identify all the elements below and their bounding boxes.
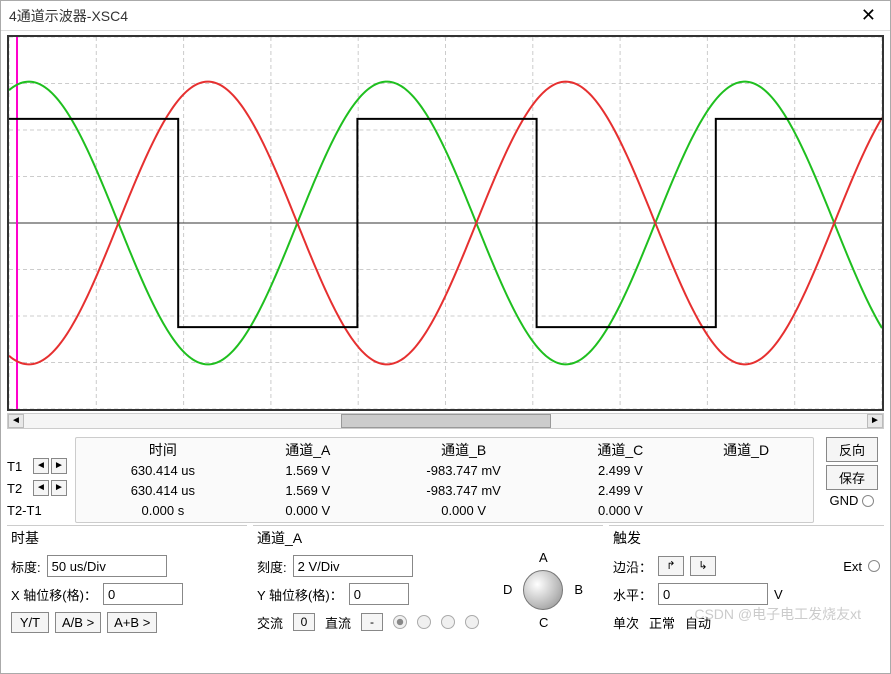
- cursor-labels: T1 ◄ ► T2 ◄ ► T2-T1: [7, 437, 69, 523]
- trigger-level-input[interactable]: [658, 583, 768, 605]
- dial-label-d: D: [503, 582, 512, 597]
- control-panels: 时基 标度: X 轴位移(格)： Y/T A/B > A+B > 通道_A 刻度…: [1, 525, 890, 673]
- readout-table: 时间 通道_A 通道_B 通道_C 通道_D 630.414 us 1.569 …: [75, 437, 814, 523]
- t1-right-button[interactable]: ►: [51, 458, 67, 474]
- table-row: 0.000 s 0.000 V 0.000 V 0.000 V: [80, 500, 809, 520]
- scope-area: [1, 31, 890, 411]
- gnd-radio[interactable]: [862, 495, 874, 507]
- trigger-normal-label[interactable]: 正常: [649, 613, 675, 632]
- cursor-diff-label: T2-T1: [7, 503, 49, 518]
- scope-display[interactable]: [7, 35, 884, 411]
- horizontal-scrollbar[interactable]: ◄ ►: [7, 413, 884, 429]
- timebase-title: 时基: [11, 528, 243, 548]
- channel-title: 通道_A: [257, 528, 599, 548]
- t2-left-button[interactable]: ◄: [33, 480, 49, 496]
- close-icon[interactable]: ✕: [855, 5, 882, 26]
- dc-label: 直流: [325, 613, 351, 632]
- mode-apb-button[interactable]: A+B >: [107, 612, 157, 633]
- table-row: 630.414 us 1.569 V -983.747 mV 2.499 V: [80, 480, 809, 500]
- mode-yt-button[interactable]: Y/T: [11, 612, 49, 633]
- channel-scale-input[interactable]: [293, 555, 413, 577]
- ac-label: 交流: [257, 613, 283, 632]
- cursor-t1-label: T1: [7, 459, 31, 474]
- x-offset-label: X 轴位移(格)：: [11, 585, 97, 604]
- coupling-radio-1[interactable]: [393, 615, 407, 629]
- trigger-single-label[interactable]: 单次: [613, 613, 639, 632]
- channel-scale-label: 刻度:: [257, 557, 287, 576]
- channel-dial: A B C D: [503, 550, 583, 630]
- y-offset-label: Y 轴位移(格)：: [257, 585, 343, 604]
- timebase-panel: 时基 标度: X 轴位移(格)： Y/T A/B > A+B >: [7, 525, 247, 669]
- readout-header-time: 时间: [80, 440, 246, 460]
- mode-ab-button[interactable]: A/B >: [55, 612, 101, 633]
- window-title: 4通道示波器-XSC4: [9, 6, 855, 26]
- scroll-right-icon[interactable]: ►: [867, 414, 883, 428]
- y-offset-input[interactable]: [349, 583, 409, 605]
- edge-rising-button[interactable]: ↱: [658, 556, 684, 576]
- trigger-panel: 触发 边沿： ↱ ↳ Ext 水平： V 单次 正常 自动: [609, 525, 884, 669]
- readout-header-chc: 通道_C: [557, 440, 683, 460]
- edge-falling-button[interactable]: ↳: [690, 556, 716, 576]
- dial-label-b: B: [574, 582, 583, 597]
- coupling-radio-3[interactable]: [441, 615, 455, 629]
- trigger-auto-label[interactable]: 自动: [685, 613, 711, 632]
- titlebar: 4通道示波器-XSC4 ✕: [1, 1, 890, 31]
- oscilloscope-window: 4通道示波器-XSC4 ✕ ◄ ► T1 ◄ ► T2 ◄ ► T2-T1: [0, 0, 891, 674]
- ac-button[interactable]: 0: [293, 613, 315, 631]
- x-offset-input[interactable]: [103, 583, 183, 605]
- gnd-label: GND: [830, 493, 859, 508]
- readout-header-cha: 通道_A: [246, 440, 370, 460]
- table-row: 630.414 us 1.569 V -983.747 mV 2.499 V: [80, 460, 809, 480]
- dial-label-c: C: [539, 615, 548, 630]
- timebase-scale-input[interactable]: [47, 555, 167, 577]
- cursor-t2-label: T2: [7, 481, 31, 496]
- scroll-thumb[interactable]: [341, 414, 551, 428]
- timebase-scale-label: 标度:: [11, 557, 41, 576]
- ext-label: Ext: [843, 559, 862, 574]
- t2-right-button[interactable]: ►: [51, 480, 67, 496]
- level-label: 水平：: [613, 585, 652, 604]
- level-unit: V: [774, 587, 783, 602]
- channel-selector-dial[interactable]: [523, 570, 563, 610]
- ext-radio[interactable]: [868, 560, 880, 572]
- save-button[interactable]: 保存: [826, 465, 878, 490]
- readout-header-chb: 通道_B: [370, 440, 558, 460]
- measurement-panel: T1 ◄ ► T2 ◄ ► T2-T1 时间 通道_A 通道_B 通道_C 通道: [1, 433, 890, 525]
- dc-button[interactable]: -: [361, 613, 383, 631]
- trigger-title: 触发: [613, 528, 880, 548]
- edge-label: 边沿：: [613, 557, 652, 576]
- reverse-button[interactable]: 反向: [826, 437, 878, 462]
- right-buttons: 反向 保存 GND: [820, 437, 884, 523]
- dial-label-a: A: [539, 550, 548, 565]
- t1-left-button[interactable]: ◄: [33, 458, 49, 474]
- coupling-radio-4[interactable]: [465, 615, 479, 629]
- scroll-left-icon[interactable]: ◄: [8, 414, 24, 428]
- coupling-radio-2[interactable]: [417, 615, 431, 629]
- readout-header-chd: 通道_D: [683, 440, 809, 460]
- channel-panel: 通道_A 刻度: Y 轴位移(格)： 交流 0 直流 - A B: [253, 525, 603, 669]
